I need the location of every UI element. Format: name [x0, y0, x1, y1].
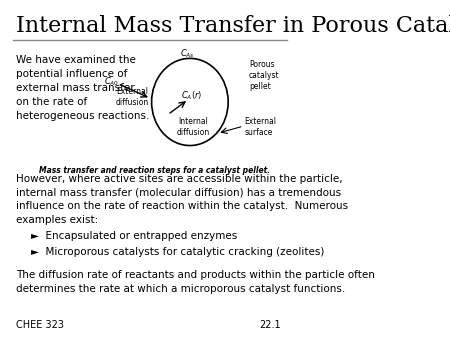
Text: External
diffusion: External diffusion: [116, 87, 149, 107]
Text: We have examined the
potential influence of
external mass transfer
on the rate o: We have examined the potential influence…: [16, 55, 149, 121]
Text: Internal Mass Transfer in Porous Catalysts: Internal Mass Transfer in Porous Catalys…: [16, 15, 450, 37]
Text: External
surface: External surface: [244, 117, 276, 137]
Text: ►  Microporous catalysts for catalytic cracking (zeolites): ► Microporous catalysts for catalytic cr…: [31, 247, 324, 257]
Text: Mass transfer and reaction steps for a catalyst pellet.: Mass transfer and reaction steps for a c…: [39, 166, 270, 175]
Text: $C_{A0}$: $C_{A0}$: [104, 76, 119, 88]
Text: However, where active sites are accessible within the particle,
internal mass tr: However, where active sites are accessib…: [16, 174, 348, 225]
Text: The diffusion rate of reactants and products within the particle often
determine: The diffusion rate of reactants and prod…: [16, 270, 375, 294]
Text: CHEE 323: CHEE 323: [16, 320, 64, 330]
Text: ►  Encapsulated or entrapped enzymes: ► Encapsulated or entrapped enzymes: [31, 231, 237, 241]
Text: Internal
diffusion: Internal diffusion: [176, 117, 209, 137]
Text: 22.1: 22.1: [260, 320, 281, 330]
Text: $C_A(r)$: $C_A(r)$: [181, 90, 202, 102]
Text: $C_{As}$: $C_{As}$: [180, 47, 194, 59]
Text: Porous
catalyst
pellet: Porous catalyst pellet: [249, 59, 279, 91]
